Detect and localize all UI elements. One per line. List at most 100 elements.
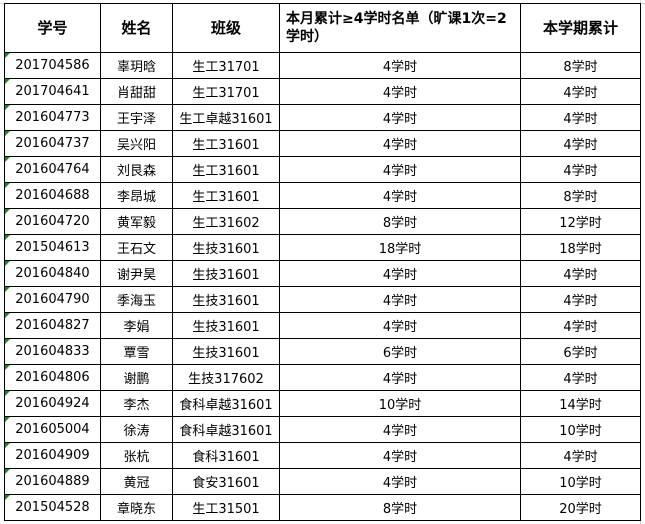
cell-student-id[interactable]: 201604806 xyxy=(4,364,101,391)
cell-class[interactable]: 生技31601 xyxy=(172,260,280,287)
cell-monthly-hours[interactable]: 10学时 xyxy=(279,390,521,417)
cell-monthly-hours[interactable]: 4学时 xyxy=(279,130,521,157)
cell-student-id[interactable]: 201605004 xyxy=(4,416,101,443)
cell-semester-hours[interactable]: 4学时 xyxy=(520,78,641,105)
cell-name[interactable]: 辜玥晗 xyxy=(100,52,173,79)
header-name[interactable]: 姓名 xyxy=(100,3,173,53)
cell-class[interactable]: 食科卓越31601 xyxy=(172,390,280,417)
cell-name[interactable]: 谢尹昊 xyxy=(100,260,173,287)
cell-class[interactable]: 生工31501 xyxy=(172,494,280,521)
cell-semester-hours[interactable]: 8学时 xyxy=(520,52,641,79)
cell-name[interactable]: 章晓东 xyxy=(100,494,173,521)
cell-student-id[interactable]: 201604840 xyxy=(4,260,101,287)
cell-student-id[interactable]: 201604773 xyxy=(4,104,101,131)
cell-semester-hours[interactable]: 10学时 xyxy=(520,416,641,443)
cell-semester-hours[interactable]: 4学时 xyxy=(520,156,641,183)
cell-class[interactable]: 食科31601 xyxy=(172,442,280,469)
cell-name[interactable]: 李昂城 xyxy=(100,182,173,209)
cell-name[interactable]: 谢鹏 xyxy=(100,364,173,391)
header-class[interactable]: 班级 xyxy=(172,3,280,53)
cell-student-id[interactable]: 201604764 xyxy=(4,156,101,183)
cell-monthly-hours[interactable]: 4学时 xyxy=(279,312,521,339)
cell-semester-hours[interactable]: 18学时 xyxy=(520,234,641,261)
cell-semester-hours[interactable]: 4学时 xyxy=(520,130,641,157)
cell-monthly-hours[interactable]: 4学时 xyxy=(279,442,521,469)
header-student-id[interactable]: 学号 xyxy=(4,3,101,53)
cell-monthly-hours[interactable]: 4学时 xyxy=(279,364,521,391)
cell-semester-hours[interactable]: 4学时 xyxy=(520,364,641,391)
cell-name[interactable]: 李杰 xyxy=(100,390,173,417)
cell-text: 18学时 xyxy=(378,242,422,257)
cell-class[interactable]: 生工31602 xyxy=(172,208,280,235)
cell-name[interactable]: 季海玉 xyxy=(100,286,173,313)
cell-monthly-hours[interactable]: 4学时 xyxy=(279,182,521,209)
cell-student-id[interactable]: 201604790 xyxy=(4,286,101,313)
cell-semester-hours[interactable]: 20学时 xyxy=(520,494,641,521)
cell-monthly-hours[interactable]: 4学时 xyxy=(279,78,521,105)
cell-text: 4学时 xyxy=(382,60,418,75)
cell-class[interactable]: 生工31601 xyxy=(172,156,280,183)
cell-semester-hours[interactable]: 6学时 xyxy=(520,338,641,365)
cell-semester-hours[interactable]: 4学时 xyxy=(520,286,641,313)
cell-student-id[interactable]: 201604737 xyxy=(4,130,101,157)
cell-monthly-hours[interactable]: 4学时 xyxy=(279,104,521,131)
cell-student-id[interactable]: 201704586 xyxy=(4,52,101,79)
cell-student-id[interactable]: 201604833 xyxy=(4,338,101,365)
cell-class[interactable]: 食科卓越31601 xyxy=(172,416,280,443)
cell-student-id[interactable]: 201604827 xyxy=(4,312,101,339)
cell-class[interactable]: 生工卓越31601 xyxy=(172,104,280,131)
cell-name[interactable]: 黄军毅 xyxy=(100,208,173,235)
cell-student-id[interactable]: 201604720 xyxy=(4,208,101,235)
header-monthly-total[interactable]: 本月累计≥4学时名单（旷课1次=2学时） xyxy=(279,3,521,53)
cell-name[interactable]: 王宇泽 xyxy=(100,104,173,131)
cell-semester-hours[interactable]: 4学时 xyxy=(520,260,641,287)
cell-monthly-hours[interactable]: 4学时 xyxy=(279,416,521,443)
cell-monthly-hours[interactable]: 8学时 xyxy=(279,494,521,521)
cell-class[interactable]: 生技31601 xyxy=(172,312,280,339)
cell-name[interactable]: 黄冠 xyxy=(100,468,173,495)
cell-name[interactable]: 肖甜甜 xyxy=(100,78,173,105)
cell-name[interactable]: 吴兴阳 xyxy=(100,130,173,157)
cell-class[interactable]: 生工31701 xyxy=(172,78,280,105)
cell-monthly-hours[interactable]: 4学时 xyxy=(279,286,521,313)
cell-name[interactable]: 覃雪 xyxy=(100,338,173,365)
cell-student-id[interactable]: 201504528 xyxy=(4,494,101,521)
cell-student-id[interactable]: 201604688 xyxy=(4,182,101,209)
cell-semester-hours[interactable]: 8学时 xyxy=(520,182,641,209)
cell-semester-hours[interactable]: 14学时 xyxy=(520,390,641,417)
cell-student-id[interactable]: 201604909 xyxy=(4,442,101,469)
cell-monthly-hours[interactable]: 4学时 xyxy=(279,468,521,495)
cell-class[interactable]: 生工31601 xyxy=(172,130,280,157)
cell-name[interactable]: 张杭 xyxy=(100,442,173,469)
cell-monthly-hours[interactable]: 4学时 xyxy=(279,156,521,183)
cell-monthly-hours[interactable]: 8学时 xyxy=(279,208,521,235)
cell-monthly-hours[interactable]: 6学时 xyxy=(279,338,521,365)
cell-name[interactable]: 李娟 xyxy=(100,312,173,339)
cell-semester-hours[interactable]: 4学时 xyxy=(520,442,641,469)
cell-semester-hours[interactable]: 12学时 xyxy=(520,208,641,235)
cell-student-id[interactable]: 201604924 xyxy=(4,390,101,417)
cell-monthly-hours[interactable]: 4学时 xyxy=(279,52,521,79)
cell-student-id[interactable]: 201504613 xyxy=(4,234,101,261)
cell-student-id[interactable]: 201704641 xyxy=(4,78,101,105)
cell-class[interactable]: 生技31601 xyxy=(172,234,280,261)
cell-semester-hours[interactable]: 4学时 xyxy=(520,104,641,131)
cell-class[interactable]: 生技31601 xyxy=(172,338,280,365)
cell-class[interactable]: 食安31601 xyxy=(172,468,280,495)
cell-class[interactable]: 生技317602 xyxy=(172,364,280,391)
cell-monthly-hours[interactable]: 4学时 xyxy=(279,260,521,287)
cell-semester-hours[interactable]: 4学时 xyxy=(520,312,641,339)
cell-text: 8学时 xyxy=(382,502,418,517)
cell-class[interactable]: 生工31601 xyxy=(172,182,280,209)
cell-class[interactable]: 生技31601 xyxy=(172,286,280,313)
cell-text: 4学时 xyxy=(563,164,598,179)
cell-text: 4学时 xyxy=(382,138,418,153)
cell-name[interactable]: 王石文 xyxy=(100,234,173,261)
header-semester-total[interactable]: 本学期累计 xyxy=(520,3,641,53)
cell-name[interactable]: 徐涛 xyxy=(100,416,173,443)
cell-name[interactable]: 刘艮森 xyxy=(100,156,173,183)
cell-class[interactable]: 生工31701 xyxy=(172,52,280,79)
cell-semester-hours[interactable]: 10学时 xyxy=(520,468,641,495)
cell-monthly-hours[interactable]: 18学时 xyxy=(279,234,521,261)
cell-student-id[interactable]: 201604889 xyxy=(4,468,101,495)
